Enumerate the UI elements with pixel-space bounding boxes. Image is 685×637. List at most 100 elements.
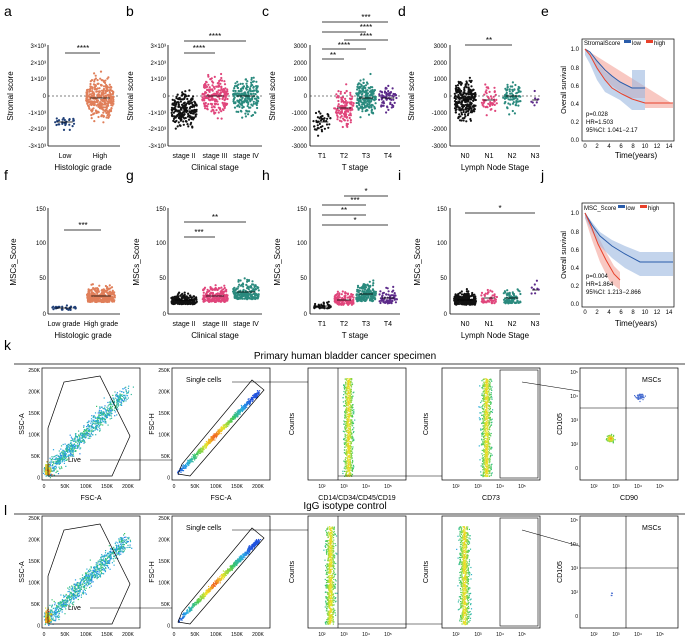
data-point [213, 102, 216, 105]
data-point [378, 94, 381, 97]
data-point [237, 285, 240, 288]
data-point [250, 83, 253, 86]
data-point [204, 95, 207, 98]
swarm-h-t3 [355, 279, 377, 303]
flow-event [55, 462, 57, 465]
data-point [378, 293, 381, 296]
sig-g-0: ** [212, 213, 218, 222]
data-point [467, 83, 470, 86]
data-point [239, 293, 242, 296]
flow-event [74, 437, 76, 439]
data-point [378, 98, 381, 101]
flow-event [53, 458, 55, 460]
data-point [233, 92, 236, 95]
flow-event [63, 462, 65, 464]
xtick-j-4: 8 [631, 310, 635, 316]
ytick-c-0: 3000 [294, 44, 308, 50]
data-point [508, 90, 511, 93]
data-point [225, 298, 228, 301]
xcat-i-3: N3 [531, 321, 540, 328]
data-point [252, 100, 255, 103]
data-point [459, 291, 462, 294]
xlabel-i: Lymph Node Stage [461, 331, 530, 340]
flow-event [70, 443, 73, 446]
legend-swatch-low-j [618, 205, 625, 208]
data-point [510, 301, 513, 305]
xcat-a-1: High [93, 153, 108, 160]
xlabel-f: Histologic grade [54, 331, 112, 340]
ylabel-f: MSCs_Score [9, 238, 18, 286]
data-point [223, 83, 227, 86]
flow-event [119, 390, 121, 392]
data-point [110, 299, 114, 302]
flow-event [57, 473, 60, 475]
data-point [219, 82, 222, 85]
data-point [189, 302, 192, 306]
flow-event [45, 475, 47, 477]
data-point [236, 287, 239, 290]
flow-event [126, 392, 128, 395]
data-point [203, 286, 207, 289]
data-point [94, 84, 97, 87]
data-point [170, 111, 173, 114]
ylabel-i: MSCs_Score [413, 238, 422, 286]
data-point [255, 103, 258, 107]
flow-event [55, 458, 57, 460]
flow-event [107, 401, 109, 404]
flow-event [69, 434, 71, 436]
ylabel-g: MSCs_Score [132, 238, 141, 286]
flow-event [77, 443, 79, 445]
data-point [88, 88, 91, 91]
data-point [457, 94, 460, 97]
xcat-d-2: N2 [508, 153, 517, 160]
ytick-a-2: 1×10³ [30, 77, 46, 83]
data-point [493, 86, 496, 89]
data-point [187, 125, 190, 128]
data-point [340, 108, 344, 111]
flow-event [119, 399, 121, 401]
data-point [97, 103, 100, 106]
data-point [338, 105, 342, 108]
flow-event [102, 420, 104, 422]
flow-event [72, 447, 74, 449]
flow-event [82, 440, 84, 442]
flow-event [121, 395, 123, 397]
data-point [240, 87, 243, 90]
data-point [182, 93, 185, 96]
flow-event [63, 451, 65, 453]
data-point [93, 72, 96, 75]
xcat-c-0: T1 [318, 153, 326, 160]
data-point [515, 104, 518, 107]
flow-event [55, 465, 57, 467]
xcat-h-1: T2 [340, 321, 348, 328]
data-point [236, 297, 239, 301]
ytick-j-5: 0.0 [571, 302, 580, 308]
data-point [108, 284, 111, 287]
data-point [248, 110, 251, 113]
flow-event [60, 459, 62, 461]
ytick-f-2: 50 [39, 276, 46, 282]
data-point [370, 109, 373, 112]
data-point [176, 114, 179, 117]
data-point [337, 90, 340, 93]
data-point [210, 110, 213, 113]
data-point [92, 93, 95, 96]
data-point [175, 101, 178, 104]
flow-event [75, 445, 77, 447]
data-point [68, 128, 71, 131]
flow-section-k: Primary human bladder cancer specimen [14, 351, 685, 365]
flow-event [65, 465, 67, 467]
data-point [359, 79, 362, 82]
data-point [57, 119, 61, 122]
flow-event [106, 416, 108, 418]
data-point [96, 292, 99, 295]
flow-event [90, 418, 93, 420]
data-point [333, 107, 336, 110]
data-point [329, 117, 332, 120]
data-point [238, 296, 241, 299]
data-point [367, 86, 370, 89]
data-point [493, 90, 496, 94]
data-point [244, 78, 248, 81]
data-point [488, 103, 491, 106]
data-point [242, 85, 246, 88]
